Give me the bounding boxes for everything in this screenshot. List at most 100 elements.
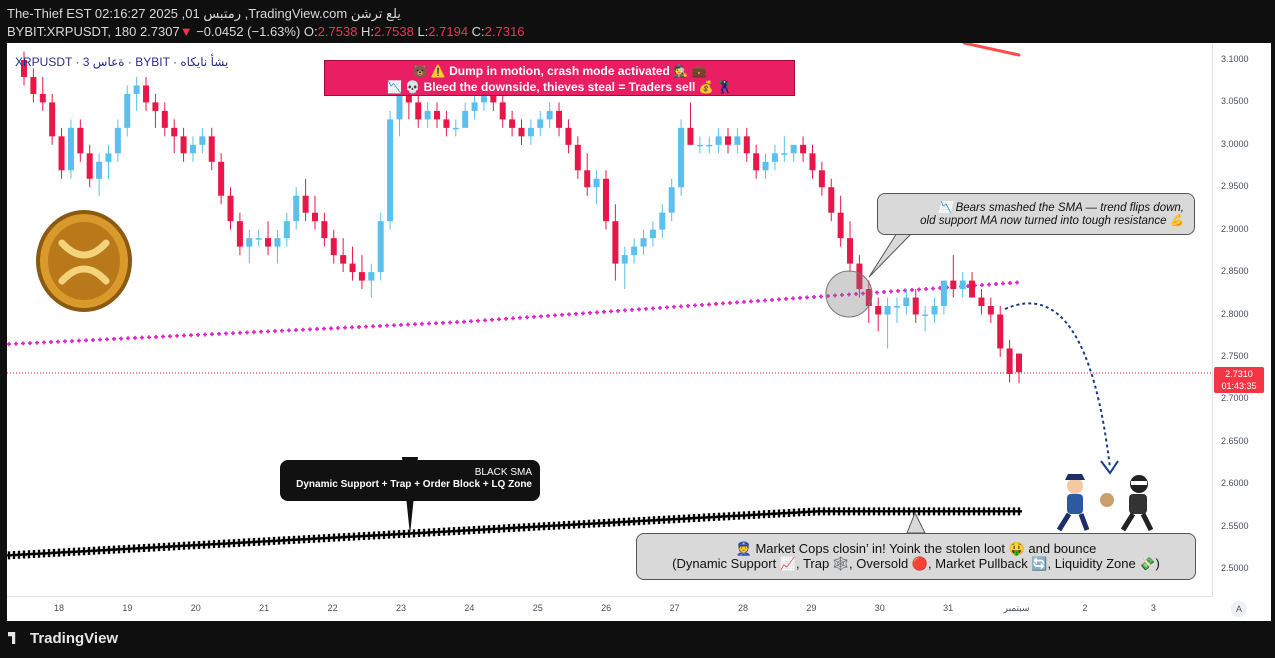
pink-sma-marker	[98, 337, 102, 342]
pink-sma-marker	[56, 339, 60, 344]
pink-sma-marker	[707, 302, 711, 307]
high-label: H:	[361, 24, 375, 39]
time-tick-label: 21	[259, 603, 270, 613]
price-tick-label: 3.0000	[1221, 138, 1249, 149]
chart-panel[interactable]: XRPUSDT · 3 ةعاس · BYBIT · يشأ نايكاه 🐻 …	[7, 43, 1271, 621]
pink-sma-marker	[511, 316, 515, 321]
pink-sma-marker	[189, 333, 193, 338]
candle-body	[959, 280, 966, 290]
candle-body	[30, 76, 37, 94]
pink-sma-marker	[784, 296, 788, 301]
candle-body	[405, 93, 412, 103]
pink-sma-marker	[630, 307, 634, 312]
bears-callout-pointer	[868, 232, 914, 278]
candle-body	[358, 272, 365, 281]
price-tick-label: 2.7000	[1221, 393, 1249, 404]
pink-sma-marker	[133, 335, 137, 340]
pink-sma-marker	[7, 342, 11, 347]
window-title: The-Thief EST 02:16:27 2025 ,01 رمتبس ,T…	[7, 6, 401, 21]
candle-body	[762, 161, 769, 171]
low-label: L:	[417, 24, 429, 39]
pink-sma-marker	[532, 314, 536, 319]
candle-body	[931, 306, 938, 315]
pink-sma-marker	[357, 324, 361, 329]
pink-sma-marker	[203, 332, 207, 337]
pink-sma-marker	[294, 328, 298, 333]
candle-body	[246, 238, 253, 247]
pink-sma-marker	[245, 330, 249, 335]
price-axis[interactable]: 3.1000 3.0500 3.0000 2.9500 2.9000 2.8500 2.80…	[1212, 43, 1272, 596]
pink-sma-marker	[763, 298, 767, 303]
candle-body	[922, 314, 929, 316]
pink-sma-marker	[882, 289, 886, 294]
time-tick-label: 24	[464, 603, 475, 613]
pink-sma-marker	[308, 327, 312, 332]
candle-body	[490, 93, 497, 103]
dump-banner: 🐻 ⚠️ Dump in motion, crash mode activate…	[324, 60, 795, 96]
candle-body	[58, 136, 65, 171]
pink-sma-marker	[931, 286, 935, 291]
price-tick-label: 2.6000	[1221, 478, 1249, 489]
pink-sma-marker	[994, 282, 998, 287]
candle-body	[255, 238, 262, 240]
pink-sma-marker	[154, 334, 158, 339]
brand-name: TradingView	[30, 630, 119, 647]
candle-body	[387, 119, 394, 222]
candle-body	[875, 306, 882, 315]
candle-body	[847, 238, 854, 264]
pink-sma-marker	[490, 317, 494, 322]
pink-sma-marker	[126, 336, 130, 341]
pink-sma-marker	[637, 307, 641, 312]
candle-body	[49, 102, 56, 137]
pink-sma-marker	[812, 294, 816, 299]
price-tick-label: 3.0500	[1221, 96, 1249, 107]
candle-body	[546, 110, 553, 120]
chart-plot-area[interactable]	[7, 43, 1212, 596]
pink-sma-marker	[91, 337, 95, 342]
auto-scale-button[interactable]: A	[1231, 601, 1247, 617]
candle-body	[199, 136, 206, 145]
pink-sma-marker	[28, 341, 32, 346]
time-axis[interactable]: 18 19 20 21 22 23 24 25 26 27 28 29 30 31 سبتمبر 2 3	[7, 596, 1212, 622]
cop-thief-illustration	[1056, 474, 1154, 532]
red-drawing-streak	[962, 43, 1021, 57]
pink-sma-marker	[280, 328, 284, 333]
candle-body	[527, 127, 534, 137]
pink-sma-marker	[924, 286, 928, 291]
candle-body	[21, 60, 27, 77]
candle-body	[180, 136, 187, 154]
pink-sma-marker	[693, 303, 697, 308]
candle-body	[715, 136, 722, 145]
pink-sma-marker	[371, 324, 375, 329]
symbol-interval[interactable]: BYBIT:XRPUSDT, 180	[7, 24, 137, 39]
tradingview-footer: TradingView	[8, 630, 118, 647]
pink-sma-marker	[567, 312, 571, 317]
ohlc-legend: BYBIT:XRPUSDT, 180 2.7307▼ −0.0452 (−1.6…	[7, 24, 524, 39]
pink-sma-marker	[602, 309, 606, 314]
candle-body	[77, 127, 84, 154]
candle-body	[809, 153, 816, 171]
candle-body	[837, 212, 844, 239]
pink-sma-marker	[448, 320, 452, 325]
tradingview-logo-icon	[8, 632, 16, 644]
pink-sma-marker	[469, 319, 473, 324]
down-arrow-icon: ▼	[179, 24, 193, 39]
candle-body	[274, 238, 281, 247]
pink-sma-marker	[861, 291, 865, 296]
candle-body	[987, 306, 994, 315]
candle-body	[1006, 348, 1013, 374]
pink-sma-marker	[518, 315, 522, 320]
cops-callout-pointer	[906, 511, 926, 534]
sma-break-highlight	[825, 270, 873, 318]
candle-body	[67, 127, 74, 171]
pink-sma-marker	[364, 324, 368, 329]
pink-sma-marker	[777, 297, 781, 302]
candle-body	[236, 221, 243, 247]
candle-body	[340, 255, 347, 264]
pink-sma-marker	[413, 322, 417, 327]
pink-sma-marker	[63, 339, 67, 344]
bears-callout: 📉 Bears smashed the SMA — trend flips do…	[877, 193, 1195, 235]
pink-sma-marker	[609, 309, 613, 314]
candle-body	[687, 127, 694, 145]
pink-sma-marker	[721, 301, 725, 306]
